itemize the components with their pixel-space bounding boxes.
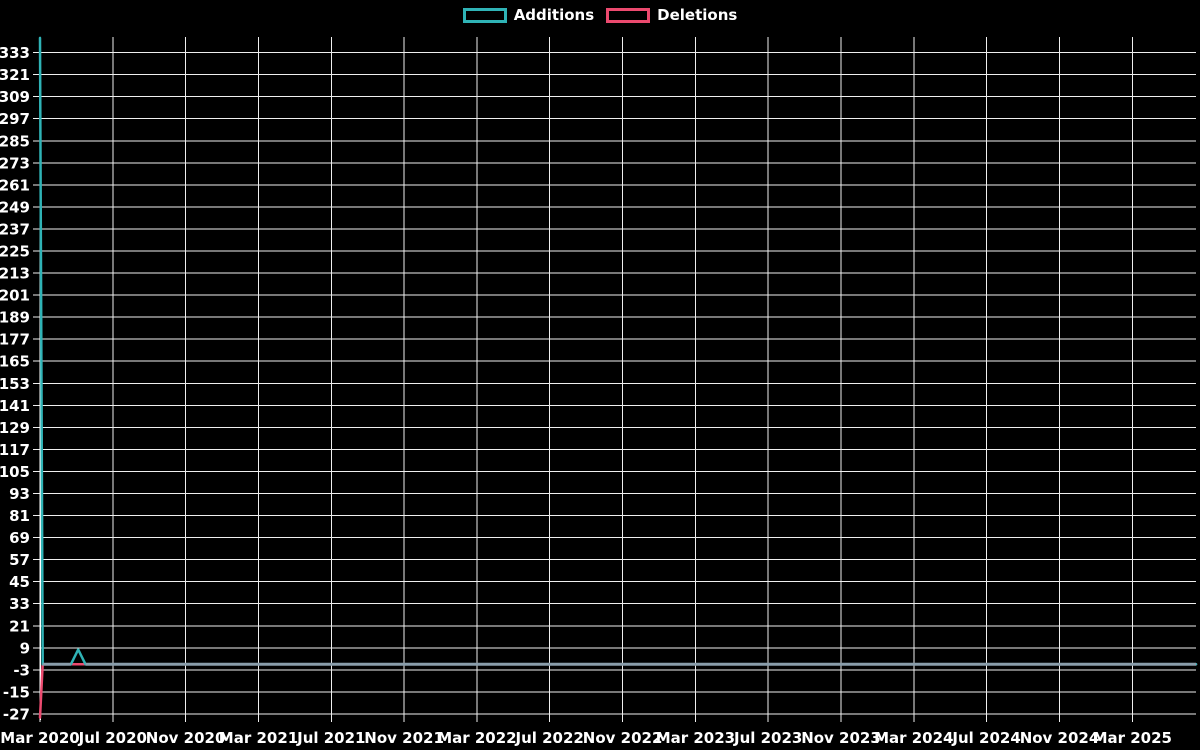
x-tick-label: Jul 2021 <box>296 729 365 747</box>
y-tick-label: 177 <box>0 331 30 349</box>
additions-line <box>38 36 1198 666</box>
y-tick-label: -27 <box>3 705 30 723</box>
y-tick-label: 153 <box>0 375 30 393</box>
y-tick-label: 57 <box>9 551 30 569</box>
x-tick-label: Nov 2023 <box>801 729 881 747</box>
y-tick-label: 117 <box>0 441 30 459</box>
gridlines <box>33 37 1196 722</box>
y-tick-label: 225 <box>0 243 30 261</box>
deletions-line <box>38 663 1198 719</box>
y-tick-label: 213 <box>0 265 30 283</box>
x-tick-label: Jul 2022 <box>515 729 584 747</box>
y-tick-label: -3 <box>13 661 30 679</box>
x-tick-label: Mar 2024 <box>874 729 953 747</box>
y-tick-label: 189 <box>0 309 30 327</box>
x-tick-label: Nov 2021 <box>364 729 444 747</box>
x-tick-label: Jul 2024 <box>951 729 1020 747</box>
y-tick-label: 45 <box>9 573 30 591</box>
x-tick-label: Jul 2020 <box>78 729 147 747</box>
legend-item-deletions[interactable]: Deletions <box>606 8 737 23</box>
chart-legend: Additions Deletions <box>0 8 1200 23</box>
y-axis-labels: -27 -15 -3 9 21 33 45 57 69 81 93 105 117 129 141 153 16… <box>0 44 30 723</box>
x-tick-label: Mar 2025 <box>1093 729 1172 747</box>
x-tick-label: Mar 2023 <box>656 729 735 747</box>
y-tick-label: 81 <box>9 507 30 525</box>
x-tick-label: Mar 2020 <box>0 729 79 747</box>
x-tick-label: Mar 2022 <box>437 729 516 747</box>
x-tick-label: Jul 2023 <box>733 729 802 747</box>
y-tick-label: 105 <box>0 463 30 481</box>
x-tick-label: Mar 2021 <box>219 729 298 747</box>
legend-item-additions[interactable]: Additions <box>462 6 595 24</box>
y-tick-label: 69 <box>9 529 30 547</box>
y-tick-label: 129 <box>0 419 30 437</box>
y-tick-label: 237 <box>0 221 30 239</box>
y-tick-label: 165 <box>0 353 30 371</box>
y-tick-label: 141 <box>0 397 30 415</box>
y-tick-label: 297 <box>0 110 30 128</box>
x-tick-label: Nov 2024 <box>1020 729 1100 747</box>
y-tick-label: 333 <box>0 44 30 62</box>
x-tick-label: Nov 2020 <box>146 729 226 747</box>
y-tick-label: 33 <box>9 595 30 613</box>
y-tick-label: 321 <box>0 66 30 84</box>
y-tick-label: 285 <box>0 132 30 150</box>
y-tick-label: 273 <box>0 154 30 172</box>
deletions-swatch-icon <box>606 8 651 23</box>
y-tick-label: 93 <box>9 485 30 503</box>
y-tick-label: 309 <box>0 88 30 106</box>
y-tick-label: -15 <box>3 683 30 701</box>
y-tick-label: 249 <box>0 198 30 216</box>
y-tick-label: 261 <box>0 176 30 194</box>
y-tick-label: 9 <box>20 639 30 657</box>
y-tick-label: 201 <box>0 287 30 305</box>
x-tick-label: Nov 2022 <box>583 729 663 747</box>
legend-label-deletions: Deletions <box>657 6 738 24</box>
additions-swatch-icon <box>462 8 507 23</box>
y-tick-label: 21 <box>9 617 30 635</box>
legend-label-additions: Additions <box>513 6 595 24</box>
